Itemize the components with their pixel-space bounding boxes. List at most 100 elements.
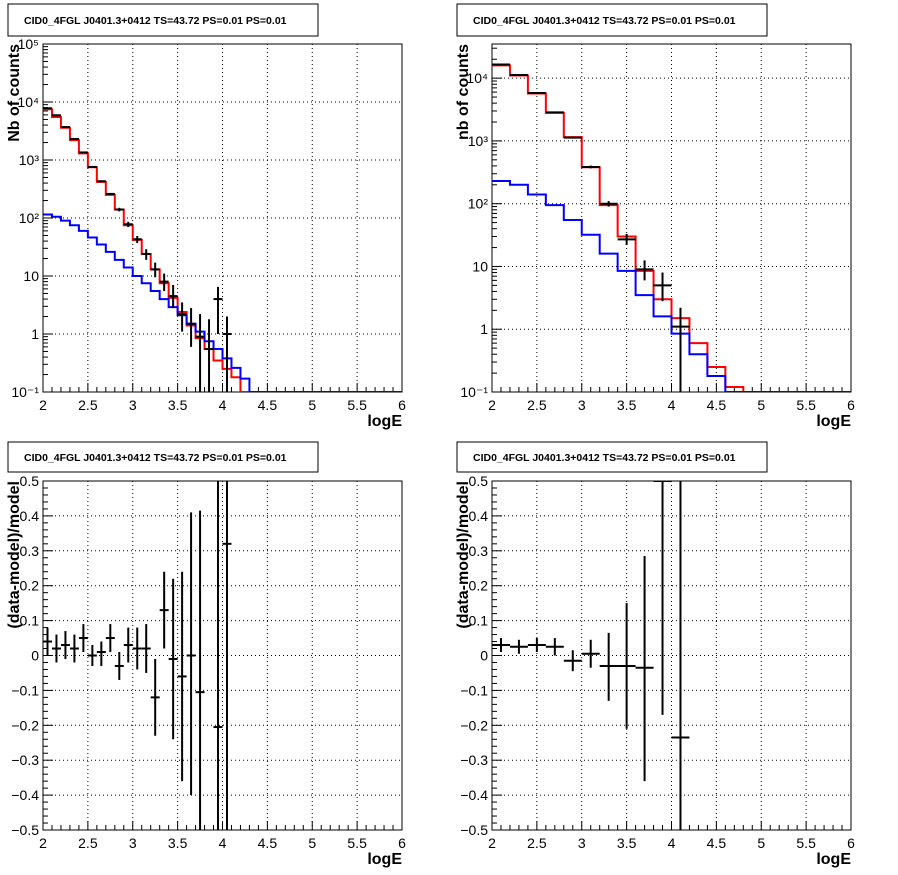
data-point — [51, 114, 61, 117]
y-tick-label: −0.5 — [460, 822, 488, 838]
x-axis-title: logE — [816, 851, 851, 868]
data-point — [527, 638, 546, 653]
data-point — [132, 627, 142, 670]
y-tick-label: 0.1 — [20, 613, 40, 629]
data-point — [60, 126, 70, 129]
y-tick-label: −0.1 — [460, 682, 488, 698]
y-tick-label: 10² — [468, 196, 489, 212]
data-point — [123, 221, 133, 227]
chart-title: CID0_4FGL J0401.3+0412 TS=43.72 PS=0.01 … — [24, 15, 287, 27]
y-tick-label: −0.2 — [460, 717, 488, 733]
data-point — [150, 262, 160, 278]
y-tick-label: −0.4 — [11, 787, 39, 803]
y-tick-label: 0.1 — [469, 613, 489, 629]
data-point — [69, 634, 79, 663]
data-point — [177, 571, 187, 782]
x-tick-label: 4 — [219, 835, 227, 851]
x-tick-label: 3 — [129, 835, 137, 851]
y-tick-label: 0.3 — [469, 543, 489, 559]
chart-panel-3: 2 2.5 3 3.5 4 4.5 5 5.5 6 −0.5 −0.4 −0.3 −0.2 −0.1 0 0.… — [6, 441, 406, 868]
y-tick-label: 10⁻¹ — [11, 384, 39, 400]
y-tick-label: −0.3 — [460, 752, 488, 768]
y-tick-label: 10⁵ — [18, 36, 39, 52]
data-point — [222, 481, 232, 830]
data-point — [222, 316, 232, 392]
x-tick-label: 4.5 — [707, 835, 727, 851]
data-point — [51, 634, 61, 663]
data-point — [563, 136, 582, 139]
data-point — [105, 192, 115, 195]
data-point — [509, 74, 528, 77]
x-tick-label: 5.5 — [796, 835, 816, 851]
x-tick-label: 5 — [308, 835, 316, 851]
x-tick-label: 4 — [668, 397, 676, 413]
data-point — [213, 286, 223, 334]
y-tick-label: −0.3 — [11, 752, 39, 768]
data-point — [635, 556, 654, 782]
y-tick-label: 10³ — [468, 133, 489, 149]
x-tick-label: 3.5 — [168, 397, 188, 413]
y-tick-label: 0.4 — [469, 508, 489, 524]
y-tick-label: 0.2 — [20, 578, 40, 594]
data-point — [159, 571, 169, 649]
chart-panel-2: 2 2.5 3 3.5 4 4.5 5 5.5 6 10⁻¹ 1 10 10² 10³ 10⁴ logE nb … — [455, 3, 855, 430]
x-tick-label: 2 — [488, 397, 496, 413]
data-point — [43, 627, 52, 656]
title-box — [456, 441, 768, 473]
series-line-red — [492, 64, 851, 392]
title-box — [7, 441, 319, 473]
y-tick-label: −0.1 — [11, 682, 39, 698]
y-tick-label: 0.4 — [20, 508, 40, 524]
data-point — [599, 201, 618, 207]
y-axis-title: (data-model)/model — [6, 481, 23, 629]
x-tick-label: 5.5 — [796, 397, 816, 413]
x-tick-label: 4 — [219, 397, 227, 413]
x-tick-label: 3 — [129, 397, 137, 413]
data-point — [114, 207, 124, 212]
data-point — [617, 603, 636, 729]
y-tick-label: 10⁻¹ — [460, 384, 488, 400]
chart-title: CID0_4FGL J0401.3+0412 TS=43.72 PS=0.01 … — [473, 15, 736, 27]
title-box — [7, 3, 319, 37]
chart-title: CID0_4FGL J0401.3+0412 TS=43.72 PS=0.01 … — [24, 452, 287, 464]
y-tick-label: 1 — [31, 326, 39, 342]
data-point — [168, 578, 178, 740]
data-point — [87, 645, 97, 666]
data-point — [78, 624, 88, 653]
y-tick-label: 10² — [19, 210, 40, 226]
x-tick-label: 2 — [39, 397, 47, 413]
x-axis-title: logE — [367, 851, 402, 868]
x-tick-label: 3 — [578, 835, 586, 851]
x-tick-label: 3.5 — [617, 397, 637, 413]
data-point — [653, 481, 672, 715]
data-point — [43, 107, 52, 110]
data-point — [150, 658, 160, 736]
y-tick-label: 10⁴ — [466, 70, 488, 86]
data-point — [132, 235, 142, 244]
chart-panel-1: 2 2.5 3 3.5 4 4.5 5 5.5 6 10⁻¹ 1 10 10² 10³ 10⁴ 10⁵ logE… — [6, 3, 406, 430]
data-point — [60, 631, 70, 659]
data-point — [545, 111, 564, 114]
y-axis-title: nb of counts — [455, 44, 472, 140]
data-point — [186, 308, 196, 347]
x-tick-label: 5 — [757, 397, 765, 413]
x-tick-label: 3.5 — [617, 835, 637, 851]
plot-area — [43, 107, 402, 392]
data-point — [195, 314, 205, 392]
data-point — [671, 307, 690, 392]
x-tick-label: 5.5 — [347, 397, 367, 413]
data-point — [141, 624, 151, 673]
data-point — [186, 512, 196, 796]
x-axis-title: logE — [367, 413, 402, 430]
x-tick-label: 4.5 — [258, 835, 278, 851]
title-box — [456, 3, 768, 37]
data-point — [204, 319, 214, 392]
x-tick-label: 4.5 — [258, 397, 278, 413]
data-point — [105, 624, 115, 653]
data-point — [123, 627, 133, 663]
data-point — [69, 138, 79, 141]
series-line-blue — [492, 179, 851, 392]
data-point — [177, 302, 187, 332]
plot-area — [492, 481, 690, 830]
